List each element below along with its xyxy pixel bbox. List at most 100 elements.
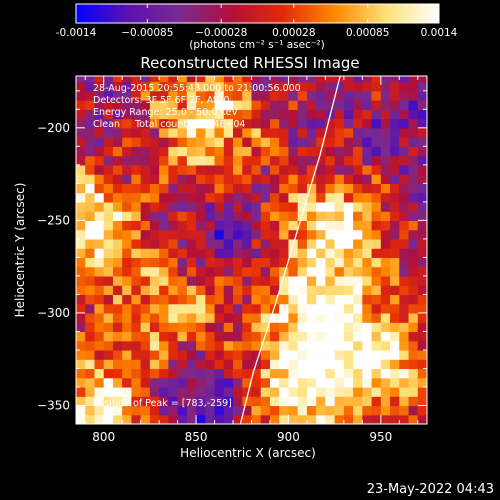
heatmap-cell (316, 118, 326, 129)
heatmap-cell (122, 155, 133, 166)
heatmap-cell (214, 303, 225, 314)
heatmap-cell (103, 322, 114, 333)
heatmap-cell (85, 359, 96, 370)
heatmap-cell (149, 81, 160, 92)
heatmap-cell (149, 229, 160, 240)
heatmap-cell (131, 211, 142, 221)
heatmap-cell (223, 266, 234, 277)
heatmap-cell (85, 322, 96, 333)
heatmap-cell (159, 377, 169, 388)
heatmap-cell (390, 303, 400, 314)
heatmap-cell (269, 201, 280, 212)
heatmap-cell (140, 331, 151, 342)
heatmap-cell (112, 229, 123, 240)
heatmap-cell (94, 238, 105, 249)
heatmap-cell (94, 192, 105, 203)
heatmap-cell (362, 81, 373, 92)
heatmap-cell (168, 312, 179, 323)
heatmap-cell (186, 248, 197, 259)
heatmap-cell (380, 183, 391, 194)
heatmap-cell (223, 405, 234, 416)
heatmap-cell (279, 359, 290, 370)
heatmap-cell (306, 405, 317, 416)
heatmap-cell (251, 127, 262, 138)
heatmap-cell (177, 396, 188, 407)
heatmap-cell (408, 322, 419, 333)
heatmap-cell (94, 118, 105, 129)
heatmap-cell (251, 303, 262, 314)
heatmap-cell (316, 340, 326, 351)
heatmap-cell (205, 405, 216, 416)
heatmap-cell (122, 285, 133, 296)
heatmap-cell (334, 340, 345, 351)
heatmap-cell (316, 127, 326, 138)
colorbar-tick-label: 0.00028 (272, 27, 315, 39)
heatmap-cell (269, 174, 280, 184)
heatmap-cell (177, 146, 188, 157)
heatmap-cell (380, 340, 391, 351)
heatmap-cell (85, 368, 96, 379)
heatmap-cell (343, 414, 354, 424)
heatmap-cell (390, 76, 400, 83)
heatmap-cell (334, 294, 345, 305)
heatmap-cell (408, 164, 419, 175)
heatmap-cell (140, 285, 151, 296)
heatmap-cell (149, 183, 160, 194)
heatmap-cell (260, 248, 271, 259)
heatmap-cell (214, 349, 225, 360)
heatmap-cell (306, 183, 317, 194)
heatmap-cell (233, 118, 243, 129)
heatmap-cell (94, 229, 105, 240)
heatmap-cell (269, 331, 280, 342)
heatmap-cell (242, 294, 253, 305)
heatmap-cell (205, 312, 216, 323)
heatmap-cell (380, 248, 391, 259)
heatmap-cell (269, 183, 280, 194)
heatmap-cell (380, 137, 391, 147)
heatmap-cell (122, 183, 133, 194)
heatmap-cell (399, 377, 410, 388)
heatmap-cell (408, 174, 419, 184)
heatmap-cell (223, 201, 234, 212)
heatmap-cell (103, 257, 114, 268)
heatmap-cell (168, 322, 179, 333)
heatmap-cell (297, 127, 308, 138)
heatmap-cell (362, 377, 373, 388)
heatmap-cell (279, 285, 290, 296)
heatmap-cell (269, 155, 280, 166)
heatmap-cell (306, 349, 317, 360)
heatmap-cell (371, 109, 382, 120)
heatmap-cell (131, 322, 142, 333)
heatmap-cell (251, 377, 262, 388)
heatmap-cell (214, 257, 225, 268)
heatmap-cell (408, 368, 419, 379)
heatmap-cell (371, 322, 382, 333)
heatmap-cell (140, 303, 151, 314)
heatmap-cell (297, 377, 308, 388)
heatmap-cell (288, 377, 299, 388)
heatmap-cell (122, 312, 133, 323)
heatmap-cell (279, 174, 290, 184)
heatmap-cell (76, 257, 86, 268)
heatmap-cell (390, 257, 400, 268)
heatmap-cell (159, 76, 169, 83)
heatmap-cell (251, 238, 262, 249)
heatmap-cell (94, 349, 105, 360)
heatmap-cell (205, 377, 216, 388)
heatmap-cell (380, 266, 391, 277)
heatmap-cell (279, 349, 290, 360)
heatmap-cell (196, 76, 206, 83)
heatmap-cell (223, 192, 234, 203)
heatmap-cell (417, 340, 427, 351)
heatmap-cell (380, 285, 391, 296)
heatmap-cell (131, 109, 142, 120)
heatmap-cell (149, 368, 160, 379)
heatmap-cell (233, 349, 243, 360)
heatmap-cell (288, 192, 299, 203)
heatmap-cell (214, 229, 225, 240)
heatmap-cell (362, 340, 373, 351)
heatmap-cell (380, 312, 391, 323)
heatmap-cell (343, 396, 354, 407)
heatmap-cell (112, 174, 123, 184)
heatmap-cell (186, 76, 197, 83)
